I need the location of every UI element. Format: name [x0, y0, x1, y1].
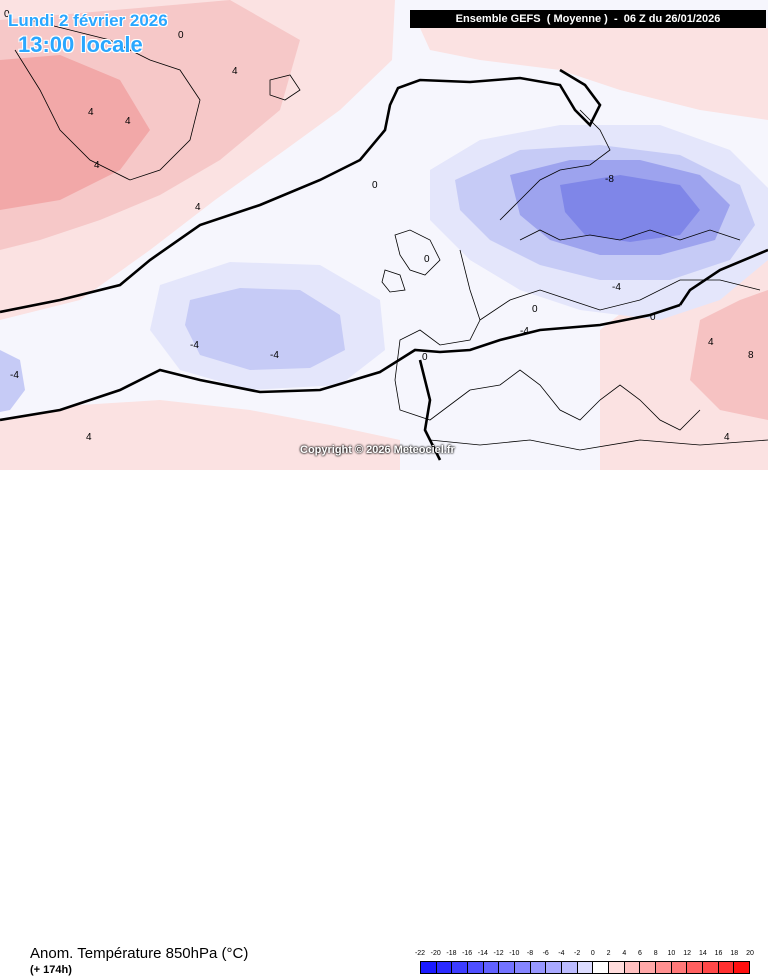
contour-label-plus4-5: 4	[195, 202, 201, 213]
cold-area-west-edge	[0, 350, 25, 412]
forecast-local-time: 13:00 locale	[18, 32, 143, 57]
anomaly-map: 0 0 0 0 0 0 0 4 4 4 4 4 4 4 4 -4 -4 -4 -…	[0, 0, 768, 470]
contour-label-zero-3: 0	[372, 180, 378, 191]
color-scale-label: 0	[590, 950, 595, 957]
warm-area-east-core	[690, 290, 768, 420]
color-scale-step	[515, 962, 531, 973]
color-scale-step	[499, 962, 516, 973]
color-scale-step	[436, 962, 453, 973]
color-scale-label: 14	[698, 950, 707, 957]
color-scale-label: 10	[667, 950, 676, 957]
color-scale-label: -16	[462, 950, 473, 957]
color-scale-step	[421, 962, 437, 973]
warm-area-atlantic-south	[0, 400, 400, 470]
color-scale-label: -8	[526, 950, 534, 957]
contour-label-minus4-5: -4	[612, 282, 621, 293]
cold-area-europe-core	[560, 175, 700, 242]
color-scale-step	[577, 962, 594, 973]
color-scale-label: -14	[477, 950, 488, 957]
color-scale-labels: -22 -20 -18 -16 -14 -12 -10 -8 -6 -4 -2 0 2 4 6 8 10 12 14…	[415, 950, 755, 960]
contour-label-plus4-8: 4	[724, 432, 730, 443]
lead-time: (+ 174h)	[30, 964, 72, 976]
color-scale-label: 20	[746, 950, 754, 957]
contour-label-minus4-1: -4	[190, 340, 199, 351]
zero-contour-north	[0, 68, 602, 314]
zero-contour-mediterranean	[418, 359, 442, 461]
contour-label-minus8: -8	[605, 174, 614, 185]
color-scale-label: 2	[606, 950, 611, 957]
color-scale-step	[624, 962, 641, 973]
model-run-banner: Ensemble GEFS ( Moyenne ) - 06 Z du 26/0…	[410, 10, 766, 28]
color-scale-step	[593, 962, 610, 973]
coastlines	[14, 19, 768, 451]
color-scale-step	[640, 962, 657, 973]
color-scale-label: -18	[446, 950, 457, 957]
color-scale-step	[703, 962, 719, 973]
color-scale-step	[671, 962, 688, 973]
contour-label-plus4-6: 4	[86, 432, 92, 443]
color-scale-label: -10	[509, 950, 520, 957]
color-scale-label: -4	[558, 950, 565, 957]
color-scale-step	[468, 962, 484, 973]
copyright-notice: Copyright © 2026 Meteociel.fr	[300, 444, 455, 456]
forecast-date: Lundi 2 février 2026	[8, 11, 168, 30]
contour-label-minus4-3: -4	[10, 370, 19, 381]
contour-label-minus4-2: -4	[270, 350, 279, 361]
color-scale-step	[546, 962, 563, 973]
color-scale-label: -2	[574, 950, 581, 957]
color-scale-label: -22	[414, 950, 426, 957]
contour-value-labels: 0 0 0 0 0 0 0 4 4 4 4 4 4 4 4 -4 -4 -4 -…	[4, 9, 754, 443]
warm-area-arctic	[420, 28, 768, 120]
parameter-title: Anom. Température 850hPa (°C)	[30, 945, 249, 962]
contour-label-zero-1: 0	[4, 9, 10, 20]
contour-label-zero-6: 0	[650, 312, 656, 323]
color-scale-label: 8	[653, 950, 658, 957]
color-scale-step	[483, 962, 500, 973]
color-scale-step	[734, 962, 750, 973]
color-scale-step	[718, 962, 735, 973]
color-scale-label: -20	[430, 950, 441, 957]
contour-label-zero-7: 0	[532, 304, 538, 315]
contour-label-plus4-7: 4	[708, 337, 714, 348]
color-scale-step	[609, 962, 625, 973]
color-scale-label: 6	[638, 950, 642, 957]
color-scale-label: 18	[730, 950, 739, 957]
contour-label-plus4-3: 4	[125, 116, 131, 127]
color-scale-step	[452, 962, 469, 973]
color-scale-step	[656, 962, 672, 973]
footer: Anom. Température 850hPa (°C) (+ 174h) -…	[0, 470, 768, 976]
contour-label-plus4-4: 4	[94, 160, 100, 171]
contour-label-zero-4: 0	[424, 254, 430, 265]
color-scale-step	[530, 962, 547, 973]
contour-label-plus4-2: 4	[88, 107, 94, 118]
color-scale-label: -6	[542, 950, 549, 957]
contour-label-plus4-1: 4	[232, 66, 238, 77]
contour-label-zero-2: 0	[178, 30, 184, 41]
color-scale-step	[687, 962, 704, 973]
cold-area-atlantic-core	[185, 288, 345, 370]
color-scale-label: 16	[714, 950, 723, 957]
color-scale-step	[562, 962, 578, 973]
contour-label-minus4-4: -4	[520, 326, 529, 337]
color-scale-label: -12	[493, 950, 504, 957]
color-scale-label: 4	[622, 950, 627, 957]
color-scale-label: 12	[683, 950, 692, 957]
color-scale-bar	[420, 961, 750, 974]
contour-label-zero-5: 0	[422, 352, 428, 363]
contour-label-plus8: 8	[748, 350, 754, 361]
